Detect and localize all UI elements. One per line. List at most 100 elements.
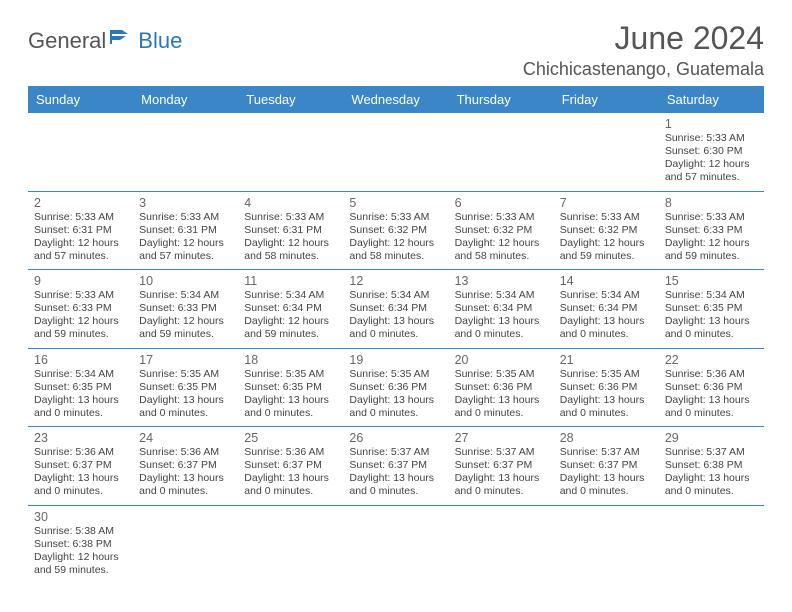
flag-icon xyxy=(110,30,136,53)
day-number: 30 xyxy=(34,510,127,524)
day-details: Sunrise: 5:33 AMSunset: 6:32 PMDaylight:… xyxy=(455,211,548,264)
calendar-day: 4Sunrise: 5:33 AMSunset: 6:31 PMDaylight… xyxy=(238,191,343,270)
day-details: Sunrise: 5:36 AMSunset: 6:36 PMDaylight:… xyxy=(665,368,758,421)
day-number: 3 xyxy=(139,196,232,210)
calendar-day: 12Sunrise: 5:34 AMSunset: 6:34 PMDayligh… xyxy=(343,270,448,349)
day-number: 27 xyxy=(455,431,548,445)
calendar-day: 20Sunrise: 5:35 AMSunset: 6:36 PMDayligh… xyxy=(449,348,554,427)
day-details: Sunrise: 5:38 AMSunset: 6:38 PMDaylight:… xyxy=(34,525,127,578)
calendar-day: 24Sunrise: 5:36 AMSunset: 6:37 PMDayligh… xyxy=(133,427,238,506)
calendar-day: 18Sunrise: 5:35 AMSunset: 6:35 PMDayligh… xyxy=(238,348,343,427)
day-number: 21 xyxy=(560,353,653,367)
logo-text-blue: Blue xyxy=(138,28,182,54)
calendar-empty-cell xyxy=(238,113,343,191)
calendar-day: 2Sunrise: 5:33 AMSunset: 6:31 PMDaylight… xyxy=(28,191,133,270)
day-number: 17 xyxy=(139,353,232,367)
day-details: Sunrise: 5:33 AMSunset: 6:32 PMDaylight:… xyxy=(560,211,653,264)
day-details: Sunrise: 5:37 AMSunset: 6:37 PMDaylight:… xyxy=(349,446,442,499)
day-number: 10 xyxy=(139,274,232,288)
weekday-header: Monday xyxy=(133,86,238,113)
day-number: 4 xyxy=(244,196,337,210)
calendar-day: 16Sunrise: 5:34 AMSunset: 6:35 PMDayligh… xyxy=(28,348,133,427)
day-number: 8 xyxy=(665,196,758,210)
day-number: 9 xyxy=(34,274,127,288)
logo-text-general: General xyxy=(28,28,106,54)
calendar-row: 9Sunrise: 5:33 AMSunset: 6:33 PMDaylight… xyxy=(28,270,764,349)
day-number: 14 xyxy=(560,274,653,288)
day-details: Sunrise: 5:36 AMSunset: 6:37 PMDaylight:… xyxy=(244,446,337,499)
day-number: 5 xyxy=(349,196,442,210)
calendar-day: 1Sunrise: 5:33 AMSunset: 6:30 PMDaylight… xyxy=(659,113,764,191)
calendar-row: 2Sunrise: 5:33 AMSunset: 6:31 PMDaylight… xyxy=(28,191,764,270)
day-details: Sunrise: 5:33 AMSunset: 6:31 PMDaylight:… xyxy=(139,211,232,264)
calendar-empty-cell xyxy=(133,113,238,191)
calendar-empty-cell xyxy=(554,505,659,583)
weekday-header: Saturday xyxy=(659,86,764,113)
calendar-day: 28Sunrise: 5:37 AMSunset: 6:37 PMDayligh… xyxy=(554,427,659,506)
calendar-day: 15Sunrise: 5:34 AMSunset: 6:35 PMDayligh… xyxy=(659,270,764,349)
day-details: Sunrise: 5:35 AMSunset: 6:36 PMDaylight:… xyxy=(455,368,548,421)
calendar-day: 14Sunrise: 5:34 AMSunset: 6:34 PMDayligh… xyxy=(554,270,659,349)
calendar-day: 7Sunrise: 5:33 AMSunset: 6:32 PMDaylight… xyxy=(554,191,659,270)
calendar-empty-cell xyxy=(343,113,448,191)
calendar-day: 8Sunrise: 5:33 AMSunset: 6:33 PMDaylight… xyxy=(659,191,764,270)
calendar-day: 30Sunrise: 5:38 AMSunset: 6:38 PMDayligh… xyxy=(28,505,133,583)
calendar-day: 19Sunrise: 5:35 AMSunset: 6:36 PMDayligh… xyxy=(343,348,448,427)
day-number: 12 xyxy=(349,274,442,288)
calendar-day: 29Sunrise: 5:37 AMSunset: 6:38 PMDayligh… xyxy=(659,427,764,506)
calendar-row: 23Sunrise: 5:36 AMSunset: 6:37 PMDayligh… xyxy=(28,427,764,506)
day-details: Sunrise: 5:35 AMSunset: 6:36 PMDaylight:… xyxy=(349,368,442,421)
day-number: 22 xyxy=(665,353,758,367)
day-number: 6 xyxy=(455,196,548,210)
location-subtitle: Chichicastenango, Guatemala xyxy=(523,59,764,80)
day-details: Sunrise: 5:34 AMSunset: 6:35 PMDaylight:… xyxy=(34,368,127,421)
day-number: 16 xyxy=(34,353,127,367)
day-number: 29 xyxy=(665,431,758,445)
calendar-empty-cell xyxy=(449,113,554,191)
calendar-day: 22Sunrise: 5:36 AMSunset: 6:36 PMDayligh… xyxy=(659,348,764,427)
calendar-row: 30Sunrise: 5:38 AMSunset: 6:38 PMDayligh… xyxy=(28,505,764,583)
day-details: Sunrise: 5:33 AMSunset: 6:32 PMDaylight:… xyxy=(349,211,442,264)
day-details: Sunrise: 5:35 AMSunset: 6:36 PMDaylight:… xyxy=(560,368,653,421)
day-details: Sunrise: 5:33 AMSunset: 6:33 PMDaylight:… xyxy=(665,211,758,264)
calendar-day: 27Sunrise: 5:37 AMSunset: 6:37 PMDayligh… xyxy=(449,427,554,506)
weekday-header: Tuesday xyxy=(238,86,343,113)
day-details: Sunrise: 5:36 AMSunset: 6:37 PMDaylight:… xyxy=(34,446,127,499)
calendar-empty-cell xyxy=(238,505,343,583)
weekday-header-row: SundayMondayTuesdayWednesdayThursdayFrid… xyxy=(28,86,764,113)
day-number: 18 xyxy=(244,353,337,367)
day-number: 23 xyxy=(34,431,127,445)
weekday-header: Friday xyxy=(554,86,659,113)
day-number: 1 xyxy=(665,117,758,131)
calendar-day: 9Sunrise: 5:33 AMSunset: 6:33 PMDaylight… xyxy=(28,270,133,349)
calendar-day: 11Sunrise: 5:34 AMSunset: 6:34 PMDayligh… xyxy=(238,270,343,349)
calendar-empty-cell xyxy=(554,113,659,191)
day-details: Sunrise: 5:37 AMSunset: 6:37 PMDaylight:… xyxy=(560,446,653,499)
calendar-day: 26Sunrise: 5:37 AMSunset: 6:37 PMDayligh… xyxy=(343,427,448,506)
day-number: 25 xyxy=(244,431,337,445)
calendar-day: 3Sunrise: 5:33 AMSunset: 6:31 PMDaylight… xyxy=(133,191,238,270)
day-number: 15 xyxy=(665,274,758,288)
day-details: Sunrise: 5:35 AMSunset: 6:35 PMDaylight:… xyxy=(139,368,232,421)
calendar-body: 1Sunrise: 5:33 AMSunset: 6:30 PMDaylight… xyxy=(28,113,764,583)
calendar-row: 1Sunrise: 5:33 AMSunset: 6:30 PMDaylight… xyxy=(28,113,764,191)
day-details: Sunrise: 5:33 AMSunset: 6:30 PMDaylight:… xyxy=(665,132,758,185)
day-number: 13 xyxy=(455,274,548,288)
calendar-day: 10Sunrise: 5:34 AMSunset: 6:33 PMDayligh… xyxy=(133,270,238,349)
calendar-day: 25Sunrise: 5:36 AMSunset: 6:37 PMDayligh… xyxy=(238,427,343,506)
day-details: Sunrise: 5:35 AMSunset: 6:35 PMDaylight:… xyxy=(244,368,337,421)
logo: General Blue xyxy=(28,28,182,54)
day-number: 19 xyxy=(349,353,442,367)
day-number: 24 xyxy=(139,431,232,445)
day-details: Sunrise: 5:37 AMSunset: 6:37 PMDaylight:… xyxy=(455,446,548,499)
day-details: Sunrise: 5:34 AMSunset: 6:34 PMDaylight:… xyxy=(244,289,337,342)
weekday-header: Wednesday xyxy=(343,86,448,113)
day-details: Sunrise: 5:34 AMSunset: 6:34 PMDaylight:… xyxy=(560,289,653,342)
day-number: 26 xyxy=(349,431,442,445)
calendar-day: 17Sunrise: 5:35 AMSunset: 6:35 PMDayligh… xyxy=(133,348,238,427)
calendar-empty-cell xyxy=(659,505,764,583)
calendar-empty-cell xyxy=(343,505,448,583)
calendar-empty-cell xyxy=(28,113,133,191)
calendar-day: 21Sunrise: 5:35 AMSunset: 6:36 PMDayligh… xyxy=(554,348,659,427)
calendar-day: 6Sunrise: 5:33 AMSunset: 6:32 PMDaylight… xyxy=(449,191,554,270)
